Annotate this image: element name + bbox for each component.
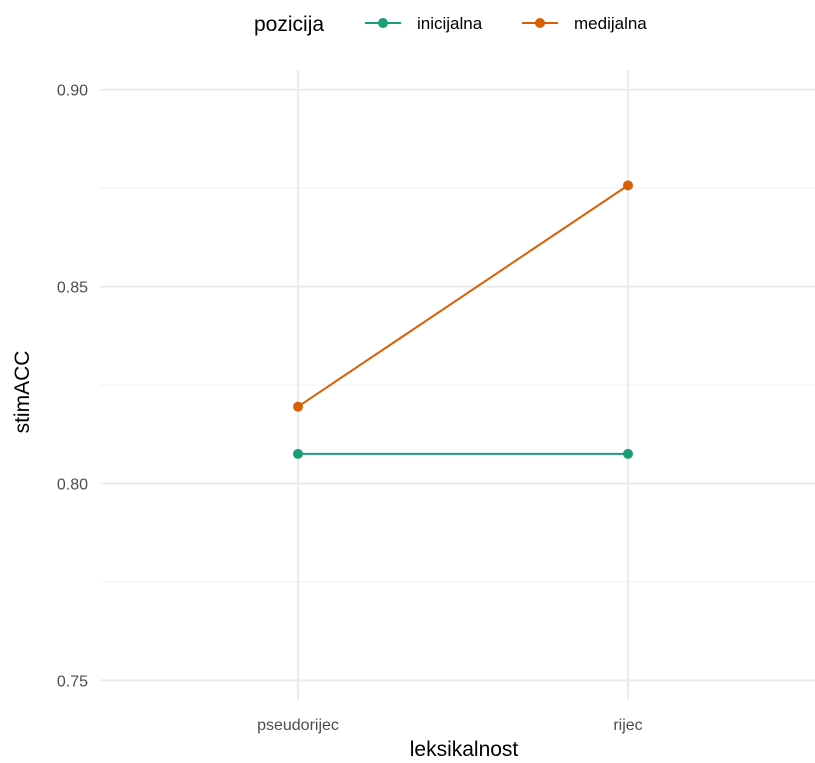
x-tick-label: pseudorijec [257,717,339,734]
y-tick-label: 0.80 [57,476,88,493]
x-tick-label: rijec [613,717,642,734]
x-axis-title: leksikalnost [410,738,519,761]
y-axis-title: stimACC [11,351,34,434]
legend-key-point [535,18,545,28]
minor-gridlines [100,188,815,582]
data-point [293,402,303,412]
legend-label: medijalna [574,14,647,33]
series-layer [293,180,633,459]
data-point [293,449,303,459]
legend: pozicija inicijalna medijalna [254,13,647,36]
y-tick-label: 0.90 [57,83,88,100]
x-tick-labels: pseudorijec rijec [257,717,643,734]
y-tick-label: 0.75 [57,673,88,690]
series-line [298,185,628,406]
legend-label: inicijalna [417,14,483,33]
legend-title: pozicija [254,13,324,36]
y-tick-labels: 0.75 0.80 0.85 0.90 [57,83,88,691]
data-point [623,180,633,190]
data-point [623,449,633,459]
legend-key-point [378,18,388,28]
y-tick-label: 0.85 [57,280,88,297]
